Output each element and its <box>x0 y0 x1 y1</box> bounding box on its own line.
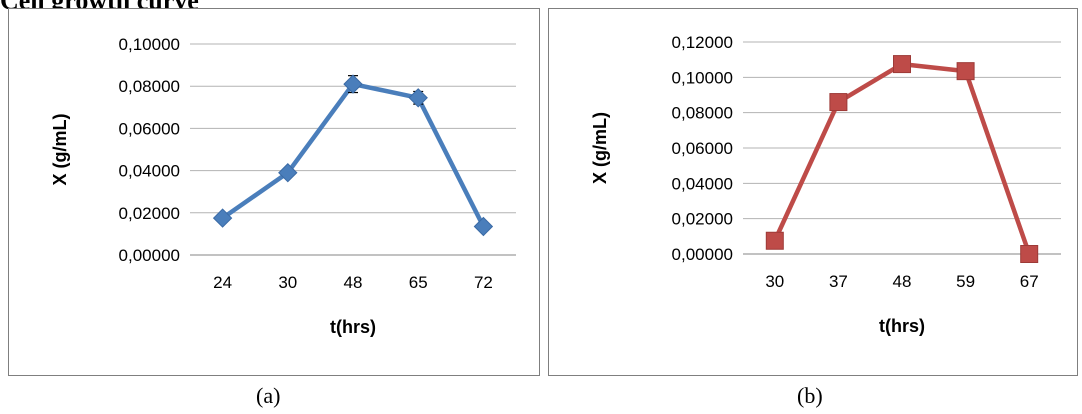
chart-a-x-tick-label: 30 <box>278 273 297 292</box>
chart-b-y-tick-label: 0,08000 <box>672 104 733 123</box>
chart-b-y-tick-label: 0,04000 <box>672 174 733 193</box>
chart-b-point <box>765 231 784 250</box>
chart-b-point <box>1020 245 1039 263</box>
chart-b-point <box>893 55 911 74</box>
chart-a-x-axis-title: t(hrs) <box>330 317 376 337</box>
chart-a-x-tick-label: 24 <box>213 273 232 292</box>
chart-b-series-line <box>772 61 1032 255</box>
chart-a-point <box>278 163 298 183</box>
chart-a-caption: (a) <box>256 383 281 408</box>
chart-a-x-tick-label: 48 <box>344 273 363 292</box>
chart-b-point <box>956 62 975 81</box>
chart-a-point <box>408 88 428 108</box>
chart-a-y-tick-label: 0,04000 <box>119 162 180 181</box>
chart-b-x-tick-label: 37 <box>829 272 848 291</box>
chart-b-frame: 0,00000 0,02000 0,04000 0,06000 0,08000 0,100… <box>548 8 1078 376</box>
chart-b-x-tick-label: 67 <box>1020 272 1039 291</box>
chart-b-caption: (b) <box>797 383 823 408</box>
chart-b-x-tick-label: 48 <box>893 272 912 291</box>
chart-a-point <box>343 74 363 94</box>
chart-a-y-tick-label: 0,06000 <box>119 119 180 138</box>
chart-a-y-tick-label: 0,08000 <box>119 77 180 96</box>
chart-b-y-tick-label: 0,10000 <box>672 68 733 87</box>
chart-a-x-tick-label: 72 <box>474 273 493 292</box>
chart-b-y-tick-label: 0,12000 <box>672 33 733 52</box>
chart-a-point <box>212 208 233 228</box>
chart-a-series-line <box>221 81 486 228</box>
chart-b-y-tick-label: 0,00000 <box>672 245 733 264</box>
chart-a: 0,00000 0,02000 0,04000 0,06000 0,08000 0,100… <box>50 35 516 337</box>
chart-b-y-axis-title: X (g/mL) <box>590 112 610 184</box>
chart-a-y-tick-label: 0,10000 <box>119 35 180 54</box>
chart-b-x-axis-title: t(hrs) <box>879 316 925 336</box>
chart-b-x-tick-label: 59 <box>956 272 975 291</box>
chart-b-y-tick-label: 0,06000 <box>672 139 733 158</box>
chart-b-x-tick-label: 30 <box>765 272 784 291</box>
chart-a-point <box>473 216 494 237</box>
chart-b-point <box>829 93 848 112</box>
chart-a-y-axis-title: X (g/mL) <box>50 114 70 186</box>
chart-a-frame: 0,00000 0,02000 0,04000 0,06000 0,08000 0,100… <box>8 8 540 376</box>
chart-a-y-tick-label: 0,02000 <box>119 204 180 223</box>
chart-b-y-tick-label: 0,02000 <box>672 210 733 229</box>
chart-b: 0,00000 0,02000 0,04000 0,06000 0,08000 0,100… <box>590 33 1061 336</box>
chart-a-x-tick-label: 65 <box>409 273 428 292</box>
chart-a-y-tick-label: 0,00000 <box>119 246 180 265</box>
